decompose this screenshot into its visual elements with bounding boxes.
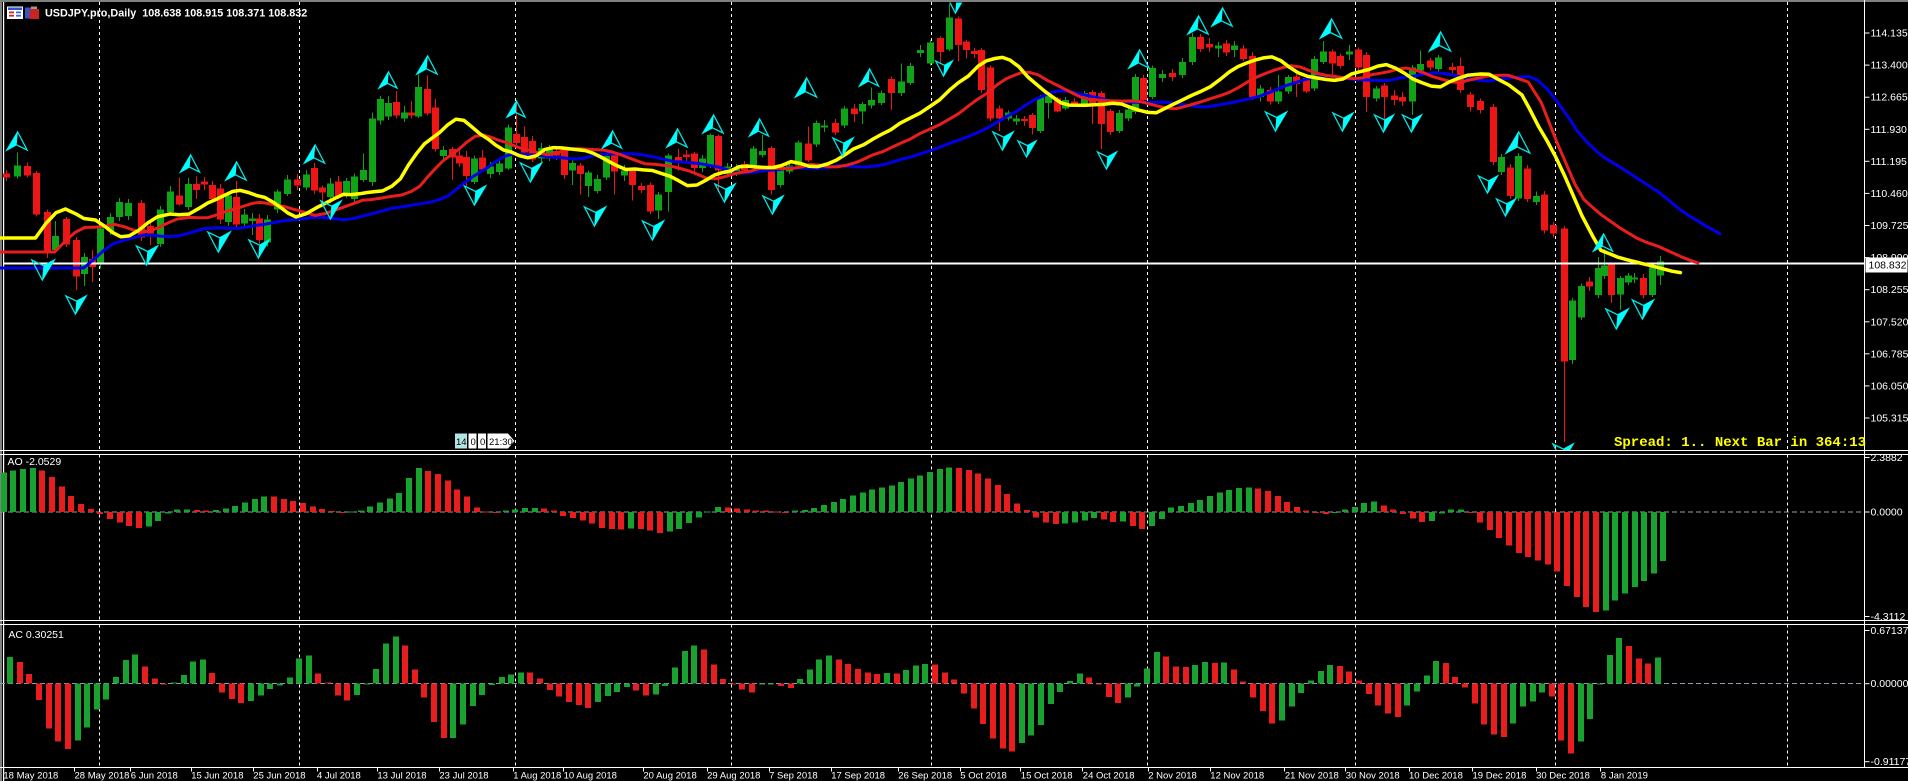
svg-text:10 Dec 2018: 10 Dec 2018 [1409, 771, 1463, 781]
svg-text:23 Jul 2018: 23 Jul 2018 [439, 771, 488, 781]
svg-text:0.0000: 0.0000 [1871, 507, 1903, 519]
svg-text:106.785: 106.785 [1871, 348, 1908, 360]
svg-text:15 Oct 2018: 15 Oct 2018 [1021, 771, 1073, 781]
svg-text:-4.3112: -4.3112 [1871, 611, 1906, 623]
svg-text:-0.91177: -0.91177 [1871, 756, 1908, 768]
svg-text:111.195: 111.195 [1871, 156, 1908, 168]
svg-text:15 Jun 2018: 15 Jun 2018 [191, 771, 243, 781]
svg-text:4 Jul 2018: 4 Jul 2018 [317, 771, 361, 781]
svg-text:AC 0.30251: AC 0.30251 [8, 629, 64, 641]
svg-text:112.665: 112.665 [1871, 92, 1908, 104]
svg-text:0.00000: 0.00000 [1871, 678, 1908, 690]
svg-text:21:30: 21:30 [489, 437, 513, 448]
svg-text:Spread: 1.. Next Bar in 364:13: Spread: 1.. Next Bar in 364:13 [1614, 435, 1866, 451]
svg-text:10 Aug 2018: 10 Aug 2018 [564, 771, 617, 781]
svg-text:12 Nov 2018: 12 Nov 2018 [1210, 771, 1264, 781]
svg-text:13 Jul 2018: 13 Jul 2018 [377, 771, 426, 781]
svg-text:29 Aug 2018: 29 Aug 2018 [707, 771, 760, 781]
svg-text:106.050: 106.050 [1871, 380, 1908, 392]
svg-text:18 May 2018: 18 May 2018 [3, 771, 58, 781]
svg-text:5 Oct 2018: 5 Oct 2018 [960, 771, 1006, 781]
svg-text:8 Jan 2019: 8 Jan 2019 [1601, 771, 1648, 781]
svg-text:25 Jun 2018: 25 Jun 2018 [253, 771, 305, 781]
svg-text:26 Sep 2018: 26 Sep 2018 [898, 771, 952, 781]
svg-text:108.255: 108.255 [1871, 284, 1908, 296]
svg-text:0.67137: 0.67137 [1871, 625, 1908, 637]
svg-text:0: 0 [480, 437, 485, 448]
svg-text:30 Dec 2018: 30 Dec 2018 [1536, 771, 1590, 781]
svg-text:USDJPY.pro,Daily 108.638 108.: USDJPY.pro,Daily 108.638 108.915 108.371… [45, 8, 307, 20]
svg-text:19 Dec 2018: 19 Dec 2018 [1473, 771, 1527, 781]
svg-text:1 Aug 2018: 1 Aug 2018 [513, 771, 561, 781]
svg-text:6 Jun 2018: 6 Jun 2018 [131, 771, 178, 781]
svg-text:30 Nov 2018: 30 Nov 2018 [1346, 771, 1400, 781]
svg-text:21 Nov 2018: 21 Nov 2018 [1285, 771, 1339, 781]
svg-text:14: 14 [456, 437, 467, 448]
svg-text:113.400: 113.400 [1871, 60, 1908, 72]
svg-text:AO -2.0529: AO -2.0529 [8, 456, 62, 468]
svg-text:108.832: 108.832 [1869, 260, 1907, 272]
svg-text:28 May 2018: 28 May 2018 [75, 771, 130, 781]
svg-text:24 Oct 2018: 24 Oct 2018 [1083, 771, 1135, 781]
svg-text:2 Nov 2018: 2 Nov 2018 [1148, 771, 1197, 781]
svg-text:105.315: 105.315 [1871, 413, 1908, 425]
svg-text:110.460: 110.460 [1871, 188, 1908, 200]
svg-text:114.135: 114.135 [1871, 28, 1908, 40]
svg-text:20 Aug 2018: 20 Aug 2018 [643, 771, 696, 781]
svg-text:111.930: 111.930 [1871, 124, 1908, 136]
svg-text:109.725: 109.725 [1871, 220, 1908, 232]
svg-text:7 Sep 2018: 7 Sep 2018 [769, 771, 818, 781]
svg-text:107.520: 107.520 [1871, 316, 1908, 328]
svg-text:17 Sep 2018: 17 Sep 2018 [831, 771, 885, 781]
svg-text:2.3882: 2.3882 [1871, 452, 1903, 464]
svg-text:0: 0 [471, 437, 476, 448]
